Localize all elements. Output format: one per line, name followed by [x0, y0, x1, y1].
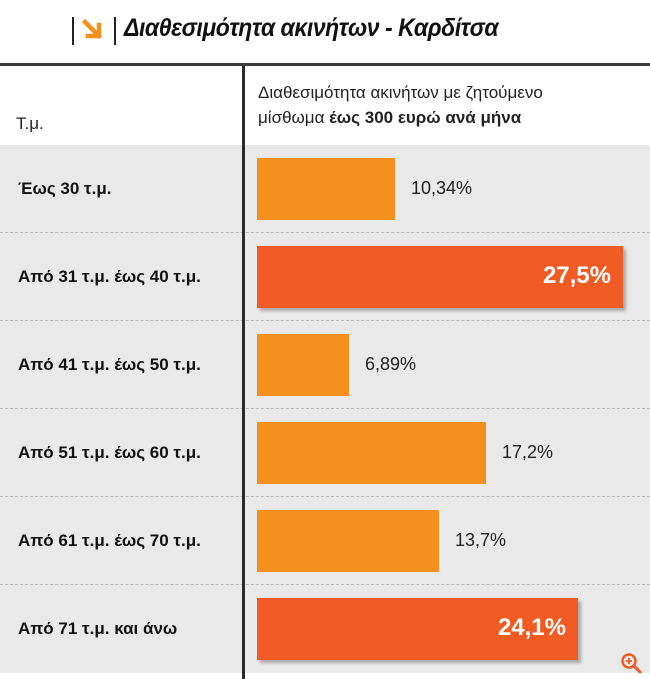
title-divider-left	[72, 17, 74, 45]
data-label: 6,89%	[365, 354, 417, 374]
data-label: 17,2%	[502, 442, 554, 462]
table-row: Από 51 τ.μ. έως 60 τ.μ. 17,2%	[0, 409, 650, 497]
row-divider	[0, 320, 650, 321]
table-row: Από 61 τ.μ. έως 70 τ.μ. 13,7%	[0, 497, 650, 585]
category-label: Από 31 τ.μ. έως 40 τ.μ.	[18, 267, 201, 286]
bar	[257, 510, 439, 572]
category-label: Από 61 τ.μ. έως 70 τ.μ.	[18, 531, 201, 550]
title-divider-right	[114, 17, 116, 45]
data-label-inside: 27,5%	[542, 262, 611, 289]
table-row: Από 31 τ.μ. έως 40 τ.μ. 27,5%	[0, 233, 650, 321]
data-label-inside: 24,1%	[497, 614, 566, 641]
table-header: Τ.μ. Διαθεσιμότητα ακινήτων με ζητούμενο…	[0, 66, 650, 144]
data-label: 13,7%	[455, 530, 507, 550]
row-divider	[0, 408, 650, 409]
column-header-availability: Διαθεσιμότητα ακινήτων με ζητούμενο μίσθ…	[258, 80, 543, 130]
category-label: Από 41 τ.μ. έως 50 τ.μ.	[18, 355, 201, 374]
top-rule	[0, 63, 650, 66]
row-divider	[0, 232, 650, 233]
logo-arrow-icon	[80, 17, 106, 43]
bar	[257, 246, 623, 308]
bar	[257, 334, 349, 396]
header-line2-plain: μίσθωμα	[258, 108, 330, 127]
data-label: 10,34%	[411, 178, 473, 198]
column-divider	[242, 66, 245, 679]
table-row: Έως 30 τ.μ. 10,34%	[0, 145, 650, 233]
chart-title: Διαθεσιμότητα ακινήτων - Καρδίτσα	[124, 14, 499, 42]
column-header-area: Τ.μ.	[16, 114, 44, 133]
table-row: Από 41 τ.μ. έως 50 τ.μ. 6,89%	[0, 321, 650, 409]
category-label: Έως 30 τ.μ.	[18, 179, 112, 198]
category-label: Από 71 τ.μ. και άνω	[18, 619, 178, 638]
header-line2-bold: έως 300 ευρώ ανά μήνα	[329, 108, 522, 127]
title-bar: Διαθεσιμότητα ακινήτων - Καρδίτσα	[0, 0, 650, 62]
bar	[257, 158, 395, 220]
bar	[257, 598, 578, 660]
zoom-in-icon[interactable]	[620, 652, 642, 674]
header-line1: Διαθεσιμότητα ακινήτων με ζητούμενο	[258, 83, 543, 102]
bar	[257, 422, 486, 484]
row-divider	[0, 496, 650, 497]
table-row: Από 71 τ.μ. και άνω 24,1%	[0, 585, 650, 673]
category-label: Από 51 τ.μ. έως 60 τ.μ.	[18, 443, 201, 462]
row-divider	[0, 584, 650, 585]
